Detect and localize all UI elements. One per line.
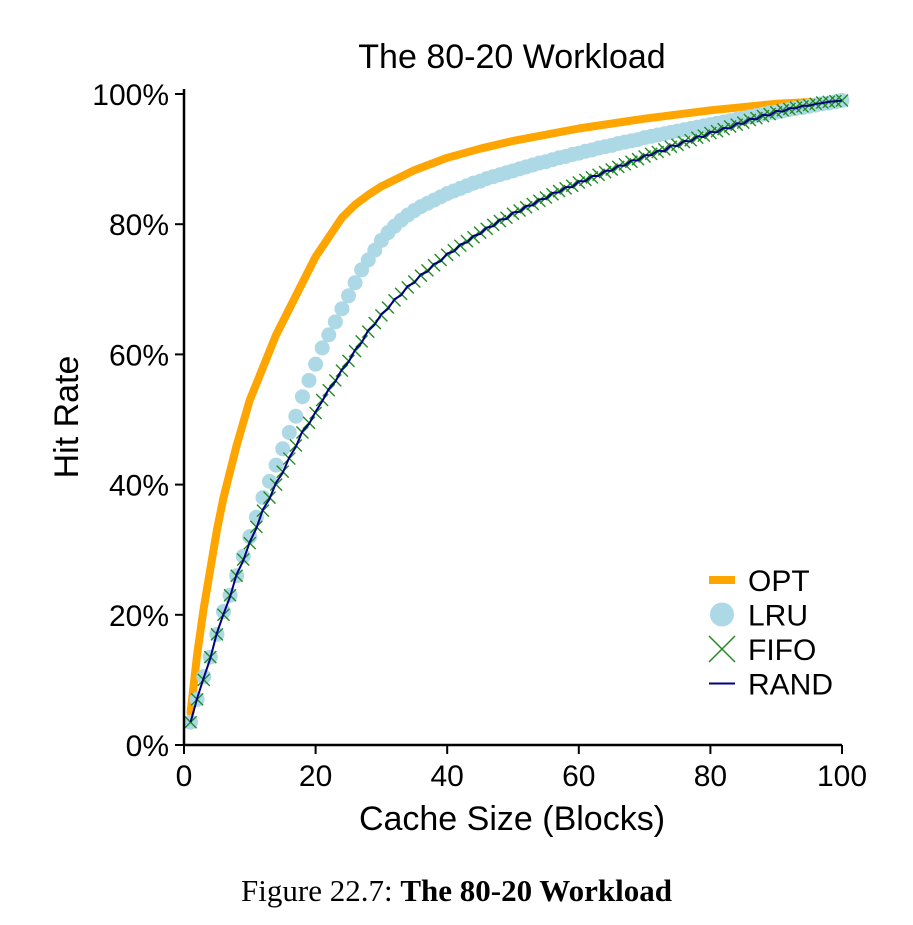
x-tick-label: 100 bbox=[817, 760, 867, 793]
series-lru-point bbox=[321, 327, 337, 343]
series-lru-point bbox=[341, 288, 356, 304]
y-tick-label: 100% bbox=[92, 79, 169, 112]
series-fifo-point bbox=[585, 170, 599, 184]
series-fifo-point bbox=[717, 122, 731, 136]
series-lru-point bbox=[262, 473, 278, 489]
series-fifo-point bbox=[578, 173, 592, 187]
series-opt-line bbox=[186, 96, 846, 717]
x-tick-label: 60 bbox=[562, 760, 595, 793]
series-fifo-point bbox=[611, 160, 625, 174]
series-lru-point bbox=[327, 314, 343, 330]
series-lru-point bbox=[294, 389, 310, 405]
series-rand-line bbox=[189, 99, 843, 723]
legend-fifo-label: FIFO bbox=[748, 634, 816, 667]
y-tick-label: 40% bbox=[109, 470, 169, 503]
chart-title: The 80-20 Workload bbox=[358, 38, 665, 76]
series-lru-point bbox=[281, 425, 297, 441]
legend-lru-symbol bbox=[710, 602, 734, 627]
legend-fifo-symbol bbox=[708, 635, 736, 663]
series-fifo-point bbox=[624, 155, 638, 169]
caption-title: The 80-20 Workload bbox=[400, 873, 672, 908]
series-fifo-point bbox=[697, 129, 711, 143]
x-tick-label: 80 bbox=[694, 760, 727, 793]
series-fifo-point bbox=[638, 150, 652, 163]
plot-layer: 0 20 40 60 80 100 0% 20% 40% 60% 80% 100% OPTLRUFIF… bbox=[92, 79, 867, 793]
series-lru-point bbox=[301, 372, 317, 388]
series-fifo-point bbox=[552, 184, 566, 198]
series-fifo-point bbox=[671, 138, 684, 152]
figure-caption: Figure 22.7: The 80-20 Workload bbox=[0, 873, 913, 909]
series-fifo-point bbox=[651, 145, 665, 159]
x-axis-label: Cache Size (Blocks) bbox=[359, 800, 665, 838]
legend-lru-label: LRU bbox=[748, 600, 808, 633]
series-fifo-point bbox=[184, 715, 198, 729]
series-fifo-point bbox=[657, 142, 671, 156]
series-lru-point bbox=[275, 441, 291, 457]
y-axis-label: Hit Rate bbox=[48, 356, 86, 479]
y-tick-label: 20% bbox=[109, 600, 169, 633]
series-fifo-point bbox=[598, 165, 612, 179]
series-fifo-point bbox=[559, 181, 573, 195]
axis-ticks: 0 20 40 60 80 100 0% 20% 40% 60% 80% 100% bbox=[92, 79, 867, 793]
series-fifo-point bbox=[618, 157, 632, 171]
series-fifo-point bbox=[605, 163, 619, 177]
series-fifo-point bbox=[684, 133, 698, 147]
y-tick-label: 0% bbox=[126, 730, 169, 763]
series-lru-point bbox=[308, 356, 324, 372]
series-lru-point bbox=[255, 490, 271, 506]
x-tick-label: 40 bbox=[431, 760, 464, 793]
series-lru-point bbox=[334, 301, 350, 317]
x-tick-label: 0 bbox=[176, 760, 193, 793]
series-lru-point bbox=[288, 408, 304, 424]
series-lru-point bbox=[314, 340, 330, 356]
series-lru-point bbox=[347, 275, 363, 291]
x-tick-label: 20 bbox=[299, 760, 332, 793]
caption-prefix: Figure 22.7: bbox=[241, 873, 393, 908]
legend-opt-label: OPT bbox=[748, 565, 810, 598]
y-tick-label: 80% bbox=[109, 209, 169, 242]
legend-rand-label: RAND bbox=[748, 669, 833, 702]
data-marks bbox=[183, 93, 850, 730]
series-fifo-point bbox=[631, 152, 645, 166]
y-tick-label: 60% bbox=[109, 339, 169, 372]
